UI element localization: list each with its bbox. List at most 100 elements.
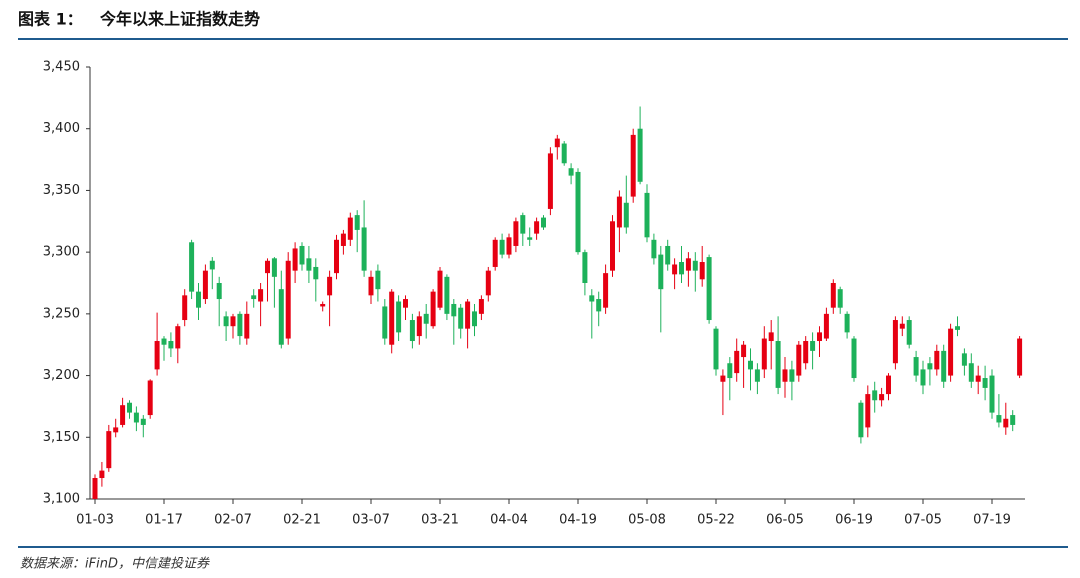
candle-body [437,270,443,308]
candle-body [292,248,298,271]
candle-body [113,427,119,433]
candle-body [706,257,712,321]
candle-body [637,128,643,182]
candle-body [803,341,809,364]
candle-body [906,320,912,345]
candle-body [727,363,733,379]
candle-body [120,405,126,425]
candle-body [92,478,98,499]
y-tick-label: 3,150 [43,430,80,445]
y-tick-label: 3,100 [43,492,80,507]
candle-body [513,221,519,246]
x-tick-label: 05-22 [697,513,735,528]
candle-body [368,276,374,296]
candle-body [658,254,664,290]
candle-body [361,227,367,271]
candle-body [837,289,843,308]
candle-body [623,202,629,228]
candle-body [796,344,802,376]
x-tick-label: 01-17 [145,513,183,528]
candle-body [568,168,574,176]
candle-body [485,270,491,296]
candle-body [161,338,167,345]
candle-body [610,221,615,271]
candle-body [127,402,132,413]
candle-body [665,245,671,265]
candle-body [1017,338,1023,376]
candle-body [941,350,947,382]
y-tick-label: 3,350 [43,183,80,198]
y-tick-label: 3,200 [43,368,80,383]
candle-body [430,291,436,327]
y-tick-label: 3,450 [43,60,80,75]
candle-body [679,262,684,275]
candle-body [140,418,146,425]
candle-body [927,363,933,370]
candle-body [196,291,201,308]
candle-body [202,270,208,300]
candle-body [478,299,484,314]
candle-body [596,299,602,312]
candle-body [761,338,767,370]
x-tick-label: 01-03 [76,513,114,528]
candle-body [499,239,505,255]
candle-body [237,313,243,337]
candle-body [603,273,609,308]
candle-body [189,242,195,292]
candle-body [672,264,678,275]
chart-title: 今年以来上证指数走势 [99,10,260,29]
candle-body [506,237,512,255]
candle-body [692,260,698,271]
candle-body [644,192,650,238]
candle-body [216,283,222,300]
candle-body [230,316,236,327]
candle-body [320,303,326,307]
candle-body [133,412,139,423]
candle-body [651,239,657,259]
candle-body [1010,415,1016,425]
y-tick-label: 3,400 [43,121,80,136]
candle-body [575,171,581,253]
candle-body [175,326,181,349]
candle-body [858,402,864,438]
candle-body [975,375,981,382]
candle-body [830,283,836,308]
candle-body [354,215,360,230]
candle-body [630,134,636,197]
candle-body [886,375,891,395]
x-tick-label: 06-05 [766,513,804,528]
candle-body [340,233,346,246]
candle-body [223,316,229,327]
x-tick-label: 07-05 [904,513,942,528]
candle-body [416,316,422,337]
candle-body [982,378,988,388]
candle-body [375,270,381,290]
candle-body [147,380,153,416]
candle-body [313,266,319,280]
x-tick-label: 04-04 [490,513,528,528]
candle-body [547,153,553,209]
candle-body [444,276,450,314]
candle-body [734,350,740,374]
candle-body [844,313,850,333]
candle-body [989,375,995,413]
candle-body [465,301,471,329]
candle-body [154,341,160,370]
candle-body [872,390,878,401]
candle-body [382,306,388,339]
candle-body [968,363,974,382]
candle-body [244,313,250,339]
candle-body [278,289,284,345]
x-tick-label: 03-07 [352,513,390,528]
x-tick-label: 07-19 [973,513,1011,528]
candle-body [748,360,753,370]
candle-body [458,307,464,329]
candle-body [534,221,540,234]
candle-body [616,196,622,228]
candle-body [685,258,691,271]
candle-body [713,328,719,370]
candle-body [589,295,595,302]
candle-body [865,394,871,428]
candle-body [879,394,885,401]
candle-body [892,320,898,364]
